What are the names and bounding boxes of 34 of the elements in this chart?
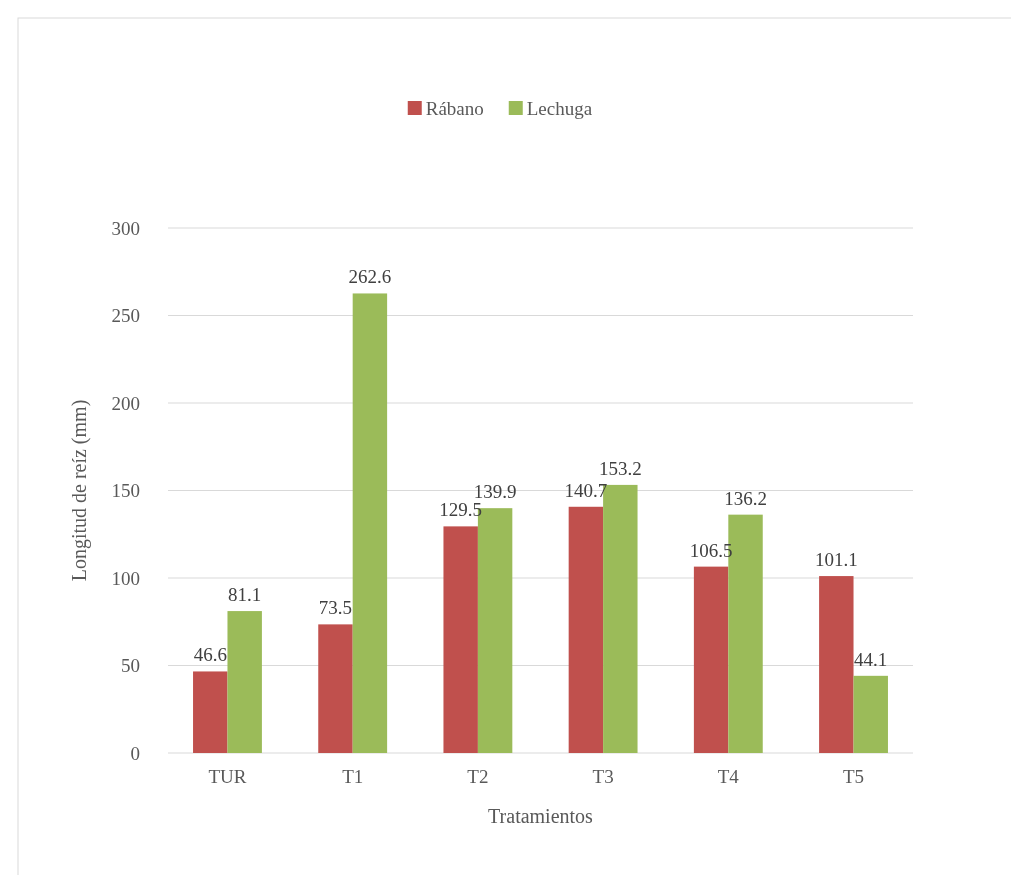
data-label: 262.6 [348, 266, 392, 288]
bar [819, 576, 854, 753]
bar [568, 506, 604, 753]
y-tick-label: 250 [111, 305, 140, 327]
data-label: 81.1 [228, 584, 262, 606]
bar [352, 293, 388, 753]
data-label: 153.2 [598, 457, 642, 479]
legend-label: Rábano [425, 97, 484, 119]
y-tick-label: 0 [130, 742, 140, 764]
x-tick-label: T5 [842, 766, 865, 787]
x-tick-label: T1 [342, 766, 364, 787]
y-axis-title: Longitud de reíz (mm) [68, 399, 91, 582]
bar [693, 566, 729, 753]
data-label: 73.5 [318, 597, 353, 619]
data-label: 101.1 [814, 549, 858, 571]
y-tick-label: 150 [111, 480, 140, 502]
x-axis-title: Tratamientos [488, 805, 594, 827]
data-label: 46.6 [193, 644, 227, 666]
legend-label: Lechuga [526, 97, 593, 119]
bar [443, 526, 478, 753]
y-tick-label: 300 [111, 217, 140, 239]
x-tick-label: TUR [208, 766, 247, 787]
y-tick-label: 200 [111, 392, 140, 414]
bar [193, 671, 228, 753]
bar [853, 675, 888, 753]
x-tick-label: T4 [717, 766, 740, 787]
x-tick-label: T2 [467, 766, 489, 787]
data-label: 136.2 [724, 487, 767, 509]
bar [318, 624, 353, 753]
y-tick-label: 50 [121, 655, 140, 677]
data-label: 44.1 [854, 648, 888, 670]
bar [227, 611, 262, 753]
x-tick-label: T3 [592, 766, 614, 787]
y-tick-label: 100 [111, 567, 140, 589]
